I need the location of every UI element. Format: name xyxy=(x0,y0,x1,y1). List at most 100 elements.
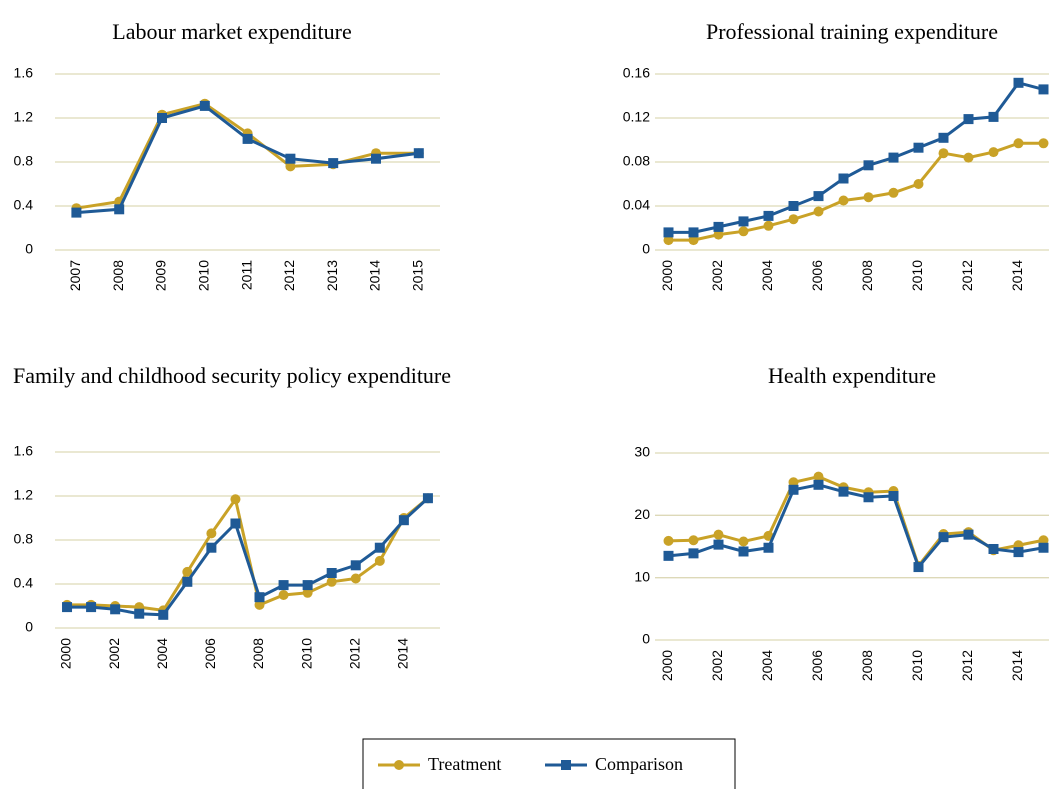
data-point xyxy=(688,235,699,246)
x-tick-label: 2009 xyxy=(153,260,169,291)
series-line xyxy=(668,81,1044,234)
data-point xyxy=(326,568,337,578)
data-point xyxy=(788,214,799,225)
data-point xyxy=(738,536,749,547)
x-tick-label: 2014 xyxy=(1009,260,1025,291)
data-point xyxy=(713,221,724,232)
data-point xyxy=(738,546,749,557)
x-tick-label: 2012 xyxy=(346,638,362,669)
series-line xyxy=(76,104,419,215)
data-point xyxy=(206,542,217,553)
data-point xyxy=(374,542,385,553)
data-point xyxy=(838,195,849,206)
x-tick-label: 2015 xyxy=(410,260,426,291)
data-point xyxy=(963,152,974,163)
x-tick-label: 2007 xyxy=(67,260,83,291)
x-tick-label: 2000 xyxy=(659,260,675,291)
y-tick-label: 1.6 xyxy=(14,443,34,459)
series-line xyxy=(668,475,1044,569)
x-tick-label: 2013 xyxy=(324,260,340,291)
data-point xyxy=(413,148,424,159)
data-point xyxy=(938,532,949,543)
x-tick-label: 2008 xyxy=(859,650,875,681)
x-tick-label: 2010 xyxy=(196,260,212,291)
y-tick-label: 0 xyxy=(642,631,650,647)
data-point xyxy=(254,599,265,610)
data-point xyxy=(888,187,899,198)
data-point xyxy=(788,484,799,495)
x-tick-label: 2012 xyxy=(959,650,975,681)
chart-title: Labour market expenditure xyxy=(112,19,352,44)
x-tick-label: 2006 xyxy=(809,260,825,291)
data-point xyxy=(688,227,699,238)
x-tick-label: 2014 xyxy=(1009,650,1025,681)
y-tick-label: 0.08 xyxy=(623,153,650,169)
data-point xyxy=(326,576,337,587)
chart-title: Family and childhood security policy exp… xyxy=(12,363,452,388)
y-tick-label: 0.16 xyxy=(623,65,650,81)
x-tick-label: 2002 xyxy=(709,260,725,291)
data-point xyxy=(1038,84,1049,95)
data-point xyxy=(278,590,289,600)
data-point xyxy=(398,515,409,526)
data-point xyxy=(813,471,824,482)
data-point xyxy=(350,560,361,571)
data-point xyxy=(938,132,949,143)
legend-label: Treatment xyxy=(428,754,501,774)
x-tick-label: 2014 xyxy=(367,260,383,291)
x-tick-label: 2002 xyxy=(106,638,122,669)
data-point xyxy=(1013,138,1024,149)
data-point xyxy=(230,518,241,529)
y-tick-label: 0.4 xyxy=(14,197,34,213)
x-tick-label: 2014 xyxy=(395,638,411,669)
y-tick-label: 1.6 xyxy=(14,65,34,81)
data-point xyxy=(913,562,924,573)
data-point xyxy=(813,191,824,202)
data-point xyxy=(182,566,193,577)
data-point xyxy=(285,153,296,164)
data-point xyxy=(813,479,824,490)
data-point xyxy=(1038,138,1049,149)
x-tick-label: 2004 xyxy=(759,260,775,291)
x-tick-label: 2000 xyxy=(659,650,675,681)
data-point xyxy=(62,602,73,613)
data-point xyxy=(913,142,924,153)
series-line xyxy=(668,483,1044,571)
data-point xyxy=(1013,77,1024,88)
data-point xyxy=(199,100,210,111)
y-tick-label: 0 xyxy=(25,241,33,257)
data-point xyxy=(110,604,121,615)
data-point xyxy=(838,486,849,497)
data-point xyxy=(663,235,674,246)
data-point xyxy=(863,160,874,171)
series-line xyxy=(67,497,429,617)
data-point xyxy=(134,608,145,619)
data-point xyxy=(813,206,824,217)
data-point xyxy=(1038,542,1049,553)
y-tick-label: 30 xyxy=(634,444,650,460)
data-point xyxy=(763,542,774,553)
data-point xyxy=(988,111,999,122)
data-point xyxy=(713,229,724,240)
data-point xyxy=(1013,547,1024,558)
y-tick-label: 0 xyxy=(25,619,33,635)
data-point xyxy=(394,760,404,770)
data-point xyxy=(371,153,381,164)
y-tick-label: 0 xyxy=(642,241,650,257)
series-line xyxy=(67,495,429,613)
y-tick-label: 0.8 xyxy=(14,153,34,169)
data-point xyxy=(763,220,774,231)
x-tick-label: 2012 xyxy=(959,260,975,291)
x-tick-label: 2008 xyxy=(859,260,875,291)
data-point xyxy=(838,173,849,184)
data-point xyxy=(328,158,339,169)
data-point xyxy=(242,133,253,144)
data-point xyxy=(963,529,974,540)
x-tick-label: 2010 xyxy=(909,260,925,291)
x-tick-label: 2006 xyxy=(809,650,825,681)
data-point xyxy=(663,550,674,561)
data-point xyxy=(713,539,724,550)
data-point xyxy=(663,535,674,546)
data-point xyxy=(86,602,97,613)
